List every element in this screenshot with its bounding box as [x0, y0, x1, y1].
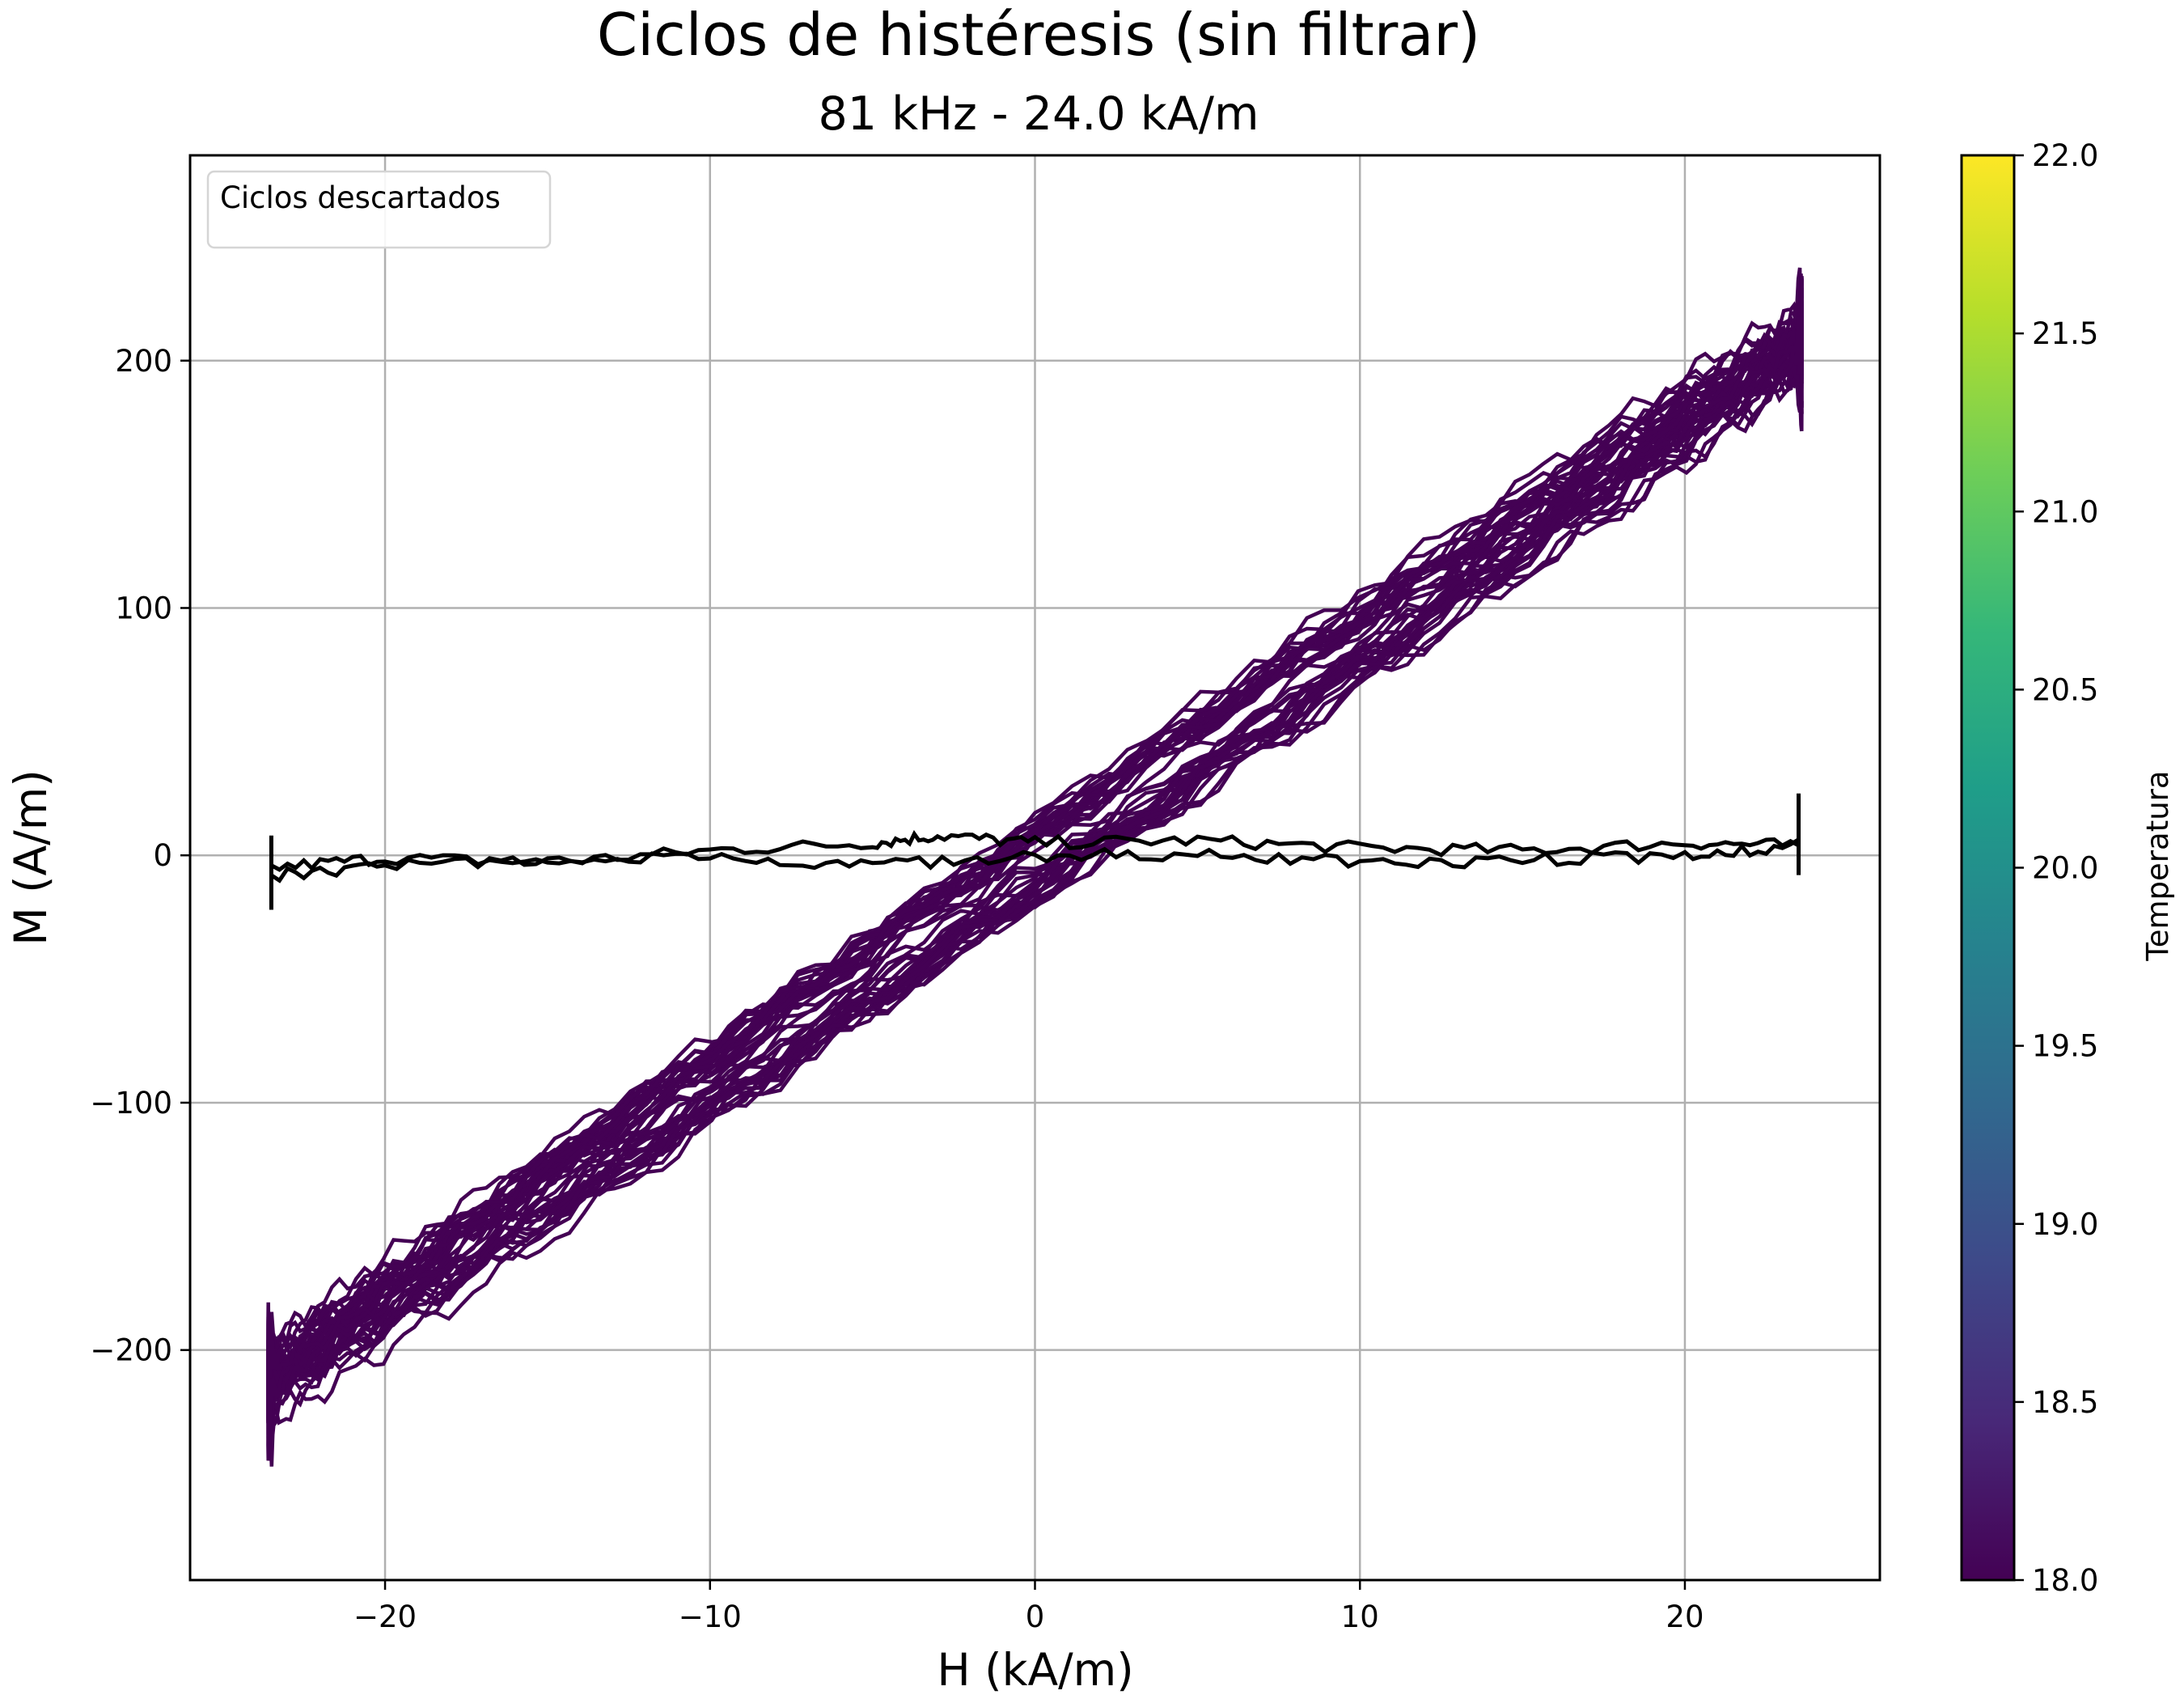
colorbar-tick-label: 20.0: [2032, 851, 2098, 886]
legend-entry-label: Ciclos descartados: [220, 180, 501, 215]
y-tick-label: −100: [90, 1086, 172, 1121]
chart-subtitle: 81 kHz - 24.0 kA/m: [818, 87, 1259, 141]
y-tick-label: 0: [153, 838, 172, 873]
y-tick-label: −200: [90, 1333, 172, 1368]
hysteresis-cycle-line: [266, 300, 1804, 1394]
discarded-cycle-lower-line: [270, 837, 1800, 883]
y-tick-label: 200: [115, 344, 172, 379]
chart-title: Ciclos de histéresis (sin filtrar): [597, 1, 1480, 69]
x-tick-label: −10: [679, 1599, 742, 1634]
colorbar-tick-label: 18.0: [2032, 1563, 2098, 1598]
colorbar-tick-label: 21.0: [2032, 494, 2098, 529]
colorbar-tick-label: 19.0: [2032, 1207, 2098, 1242]
x-tick-label: −20: [353, 1599, 417, 1634]
colorbar-gradient: [1960, 154, 2016, 1582]
grid-lines: [190, 155, 1880, 1580]
colorbar-label: Temperatura: [2140, 770, 2175, 961]
colorbar-tick-label: 18.5: [2032, 1385, 2098, 1420]
plot-area: [266, 267, 1804, 1467]
x-axis-label: H (kA/m): [937, 1644, 1133, 1696]
colorbar-tick-label: 20.5: [2032, 672, 2098, 707]
x-tick-label: 10: [1341, 1599, 1379, 1634]
colorbar: 18.0 18.5 19.0 19.5 20.0 20.5 21.0 21.5 22.0: [1960, 138, 2098, 1598]
x-tick-label: 0: [1026, 1599, 1045, 1634]
legend: Ciclos descartados: [206, 170, 552, 249]
x-tick-label: 20: [1666, 1599, 1704, 1634]
y-axis-label: M (A/m): [5, 769, 57, 946]
y-tick-label: 100: [115, 591, 172, 625]
colorbar-tick-label: 22.0: [2032, 138, 2098, 173]
colorbar-tick-label: 19.5: [2032, 1029, 2098, 1064]
colorbar-tick-label: 21.5: [2032, 316, 2098, 351]
legend-box: [206, 170, 552, 249]
